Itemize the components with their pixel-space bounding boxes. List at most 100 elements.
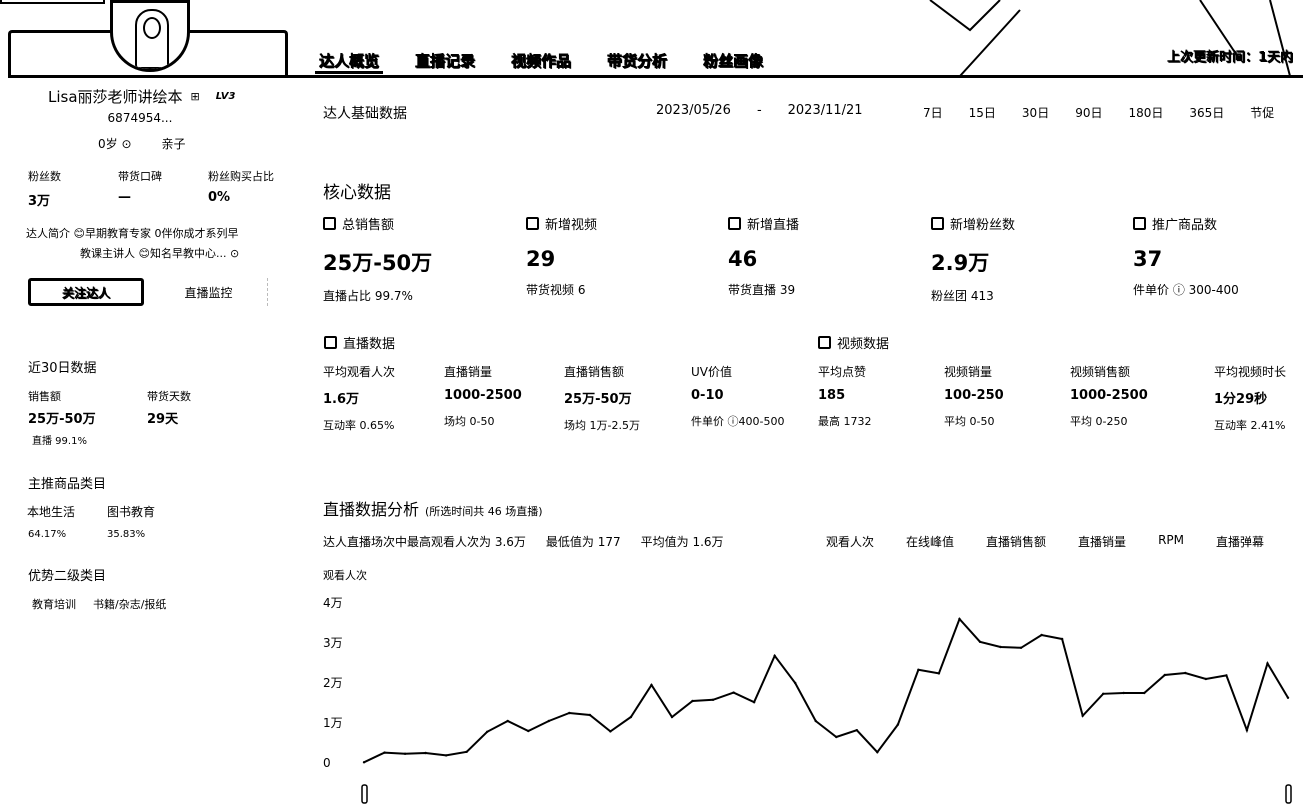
data-point[interactable] (978, 640, 982, 643)
data-point[interactable] (1184, 671, 1187, 675)
metric-sub: 互动率 0.65% (323, 419, 395, 432)
data-point[interactable] (937, 672, 941, 675)
metric-tab-viewers[interactable]: 观看人次 (826, 535, 875, 549)
data-point[interactable] (999, 645, 1002, 649)
data-point[interactable] (424, 751, 427, 755)
data-point[interactable] (1266, 662, 1269, 665)
core-sub: 直播占比 99.7% (323, 289, 413, 303)
zoom-handle[interactable] (361, 784, 368, 804)
data-point[interactable] (1060, 637, 1064, 641)
data-point[interactable] (527, 729, 530, 733)
metric-sub: 平均 0-50 (944, 415, 995, 428)
tab-overview[interactable]: 达人概览 (315, 50, 384, 74)
tab-live-records[interactable]: 直播记录 (415, 52, 476, 70)
data-point[interactable] (486, 730, 489, 733)
data-point[interactable] (650, 683, 653, 687)
metric-tab-danmu[interactable]: 直播弹幕 (1216, 535, 1265, 549)
data-point[interactable] (876, 751, 879, 754)
data-point[interactable] (383, 751, 386, 754)
recent30-days-label: 带货天数 (147, 390, 191, 403)
data-point[interactable] (403, 752, 407, 755)
data-point[interactable] (1245, 729, 1249, 732)
data-point[interactable] (958, 617, 961, 621)
data-point[interactable] (1163, 673, 1166, 677)
tab-videos[interactable]: 视频作品 (511, 52, 572, 70)
data-point[interactable] (588, 713, 592, 717)
range-promo[interactable]: 节促 (1250, 106, 1275, 120)
live-data-icon (324, 336, 337, 349)
metric-label: 平均观看人次 (323, 365, 396, 379)
header-decoration (929, 0, 1291, 76)
data-point[interactable] (1040, 633, 1043, 637)
profile-stats: 粉丝数 3万 带货口碑 — 粉丝购买占比 0% (28, 168, 298, 209)
data-point[interactable] (444, 754, 448, 757)
category-pct: 35.83% (107, 529, 146, 540)
data-point[interactable] (917, 668, 920, 671)
data-point[interactable] (896, 723, 900, 726)
metric-tab-rpm[interactable]: RPM (1158, 533, 1184, 547)
range-180d[interactable]: 180日 (1128, 106, 1164, 120)
data-point[interactable] (362, 761, 366, 764)
data-point[interactable] (568, 711, 571, 715)
data-point[interactable] (670, 715, 674, 719)
range-30d[interactable]: 30日 (1021, 106, 1050, 120)
core-value: 46 (728, 247, 758, 271)
data-point[interactable] (629, 715, 633, 719)
data-point[interactable] (835, 735, 838, 739)
data-point[interactable] (1143, 691, 1146, 695)
data-point[interactable] (1286, 696, 1290, 699)
live-icon (728, 217, 741, 230)
range-90d[interactable]: 90日 (1075, 106, 1103, 120)
follow-button[interactable]: 关注达人 (28, 278, 144, 306)
data-point[interactable] (465, 750, 468, 753)
data-point[interactable] (732, 691, 735, 694)
data-point[interactable] (855, 729, 858, 732)
data-point[interactable] (1102, 692, 1105, 695)
metric-avg-duration: 平均视频时长 1分29秒 互动率 2.41% (1214, 363, 1303, 433)
y-tick-label: 1万 (323, 716, 343, 730)
metric-tab-sales[interactable]: 直播销售额 (986, 535, 1047, 549)
data-point[interactable] (506, 719, 509, 723)
tab-fan-profile[interactable]: 粉丝画像 (703, 52, 764, 70)
data-point[interactable] (1019, 646, 1023, 649)
range-15d[interactable]: 15日 (968, 106, 996, 120)
core-label: 总销售额 (342, 218, 395, 233)
viewers-line-chart[interactable]: 0 1万 2万 3万 4万 (318, 585, 1303, 811)
data-point[interactable] (711, 698, 715, 701)
range-365d[interactable]: 365日 (1189, 106, 1225, 120)
data-point[interactable] (1204, 677, 1208, 681)
stat-avg: 平均值为 1.6万 (640, 535, 724, 549)
data-point[interactable] (814, 719, 817, 723)
data-point[interactable] (1225, 674, 1228, 677)
avatar-face-shape (143, 17, 161, 39)
y-tick-label: 4万 (323, 596, 343, 610)
date-start[interactable]: 2023/05/26 (656, 103, 731, 118)
data-point[interactable] (794, 681, 797, 685)
core-new-lives: 新增直播 46 带货直播 39 (728, 214, 908, 298)
metric-value: 1000-2500 (444, 388, 522, 403)
data-point[interactable] (547, 719, 550, 723)
data-point[interactable] (773, 654, 776, 657)
metric-tab-peak[interactable]: 在线峰值 (906, 535, 955, 549)
metric-tab-volume[interactable]: 直播销量 (1078, 535, 1127, 549)
data-point[interactable] (691, 699, 694, 703)
profile-meta: 0岁 ⊙ 亲子 (98, 135, 186, 152)
zoom-handle[interactable] (1285, 784, 1292, 804)
data-point[interactable] (1122, 691, 1125, 695)
basic-data-title: 达人基础数据 (323, 106, 407, 122)
range-7d[interactable]: 7日 (923, 106, 943, 120)
data-point[interactable] (609, 730, 612, 733)
data-point[interactable] (752, 701, 756, 704)
qrcode-icon[interactable]: ⊞ (190, 90, 200, 103)
profile-name: Lisa丽莎老师讲绘本 (48, 88, 183, 106)
core-products: 推广商品数 37 件单价 ⓘ 300-400 (1133, 214, 1303, 298)
tab-sales-analysis[interactable]: 带货分析 (607, 52, 668, 70)
more-icon[interactable]: ⊙ (229, 247, 240, 260)
date-range[interactable]: 2023/05/26 - 2023/11/21 (656, 103, 863, 118)
date-end[interactable]: 2023/11/21 (787, 103, 863, 118)
live-analysis-note: (所选时间共 46 场直播) (425, 505, 543, 518)
avatar[interactable] (110, 0, 190, 72)
core-value: 37 (1133, 247, 1163, 271)
data-point[interactable] (1081, 714, 1084, 717)
live-monitor-button[interactable]: 直播监控 (150, 278, 268, 306)
